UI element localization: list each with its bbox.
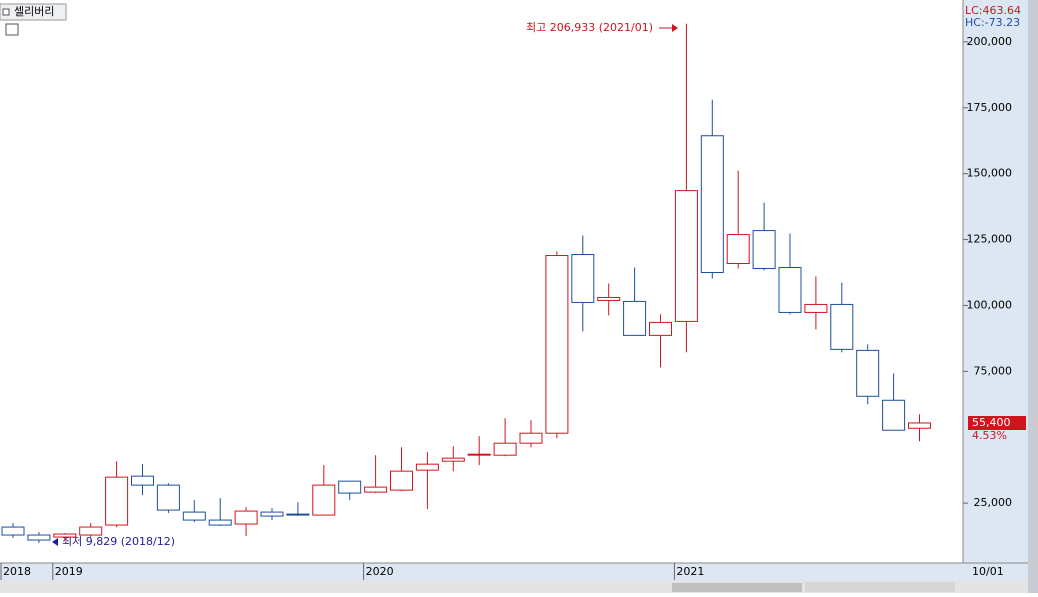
candle-body	[27, 534, 51, 541]
candle-body	[674, 190, 698, 322]
y-axis-panel	[963, 0, 1028, 563]
candle-body	[1, 526, 25, 536]
change-label: 4.53%	[972, 429, 1007, 442]
y-tick-label: 100,000	[967, 298, 1013, 311]
title-box	[0, 3, 67, 21]
candle-body	[156, 484, 180, 511]
y-tick-label: 75,000	[974, 364, 1013, 377]
candle-body	[260, 511, 284, 517]
arrow	[672, 24, 678, 32]
candle-body	[545, 255, 569, 434]
calendar-icon[interactable]	[5, 23, 19, 36]
price-label-box	[968, 416, 1026, 430]
candle-body	[415, 463, 439, 471]
right-edge	[1028, 0, 1038, 593]
candle-body	[752, 230, 776, 269]
candle-body	[493, 442, 517, 456]
candle-body	[882, 399, 906, 431]
x-axis-panel	[0, 563, 1028, 580]
x-tick-label: 2019	[55, 565, 83, 578]
chart-title: 셀리버리	[14, 5, 54, 18]
price-label: 55,400	[972, 416, 1011, 429]
candle-body	[105, 476, 129, 526]
candle-body	[312, 484, 336, 516]
high-annotation: 최고 206,933 (2021/01)	[526, 21, 653, 34]
x-tick-label: 2021	[676, 565, 704, 578]
candle-body	[364, 486, 388, 493]
indicator: HC:-73.23	[965, 16, 1020, 29]
candle-body	[908, 422, 931, 429]
y-tick-label: 200,000	[967, 35, 1013, 48]
candle-body	[623, 300, 647, 336]
y-tick-label: 25,000	[974, 496, 1013, 509]
candle-body	[338, 480, 362, 494]
candle-body	[519, 432, 543, 444]
candle-body	[182, 511, 206, 521]
arrow	[52, 538, 58, 546]
candle-body	[390, 470, 413, 491]
candle-body	[131, 475, 154, 486]
candle-body	[571, 254, 595, 303]
candle-body	[726, 234, 750, 265]
candle-body	[856, 349, 880, 397]
candle-body	[234, 510, 258, 525]
x-tick-label: 2020	[366, 565, 394, 578]
candle-body	[53, 533, 77, 538]
candle-body	[700, 135, 724, 273]
low-annotation: 최저 9,829 (2018/12)	[62, 535, 175, 548]
candle-body	[208, 519, 232, 526]
candle-body	[597, 296, 621, 301]
scroll-thumb[interactable]	[672, 583, 802, 592]
y-tick-label: 125,000	[967, 233, 1013, 246]
candle-body	[467, 453, 491, 456]
candle-body	[79, 526, 103, 536]
candle-body	[441, 457, 465, 462]
candle-body	[804, 303, 828, 313]
zoom-buttons[interactable]	[805, 582, 955, 592]
candle-body	[830, 303, 854, 350]
x-tick-label: 2018	[3, 565, 31, 578]
candle-body	[649, 321, 672, 336]
indicator: LC:463.64	[965, 4, 1021, 17]
y-tick-label: 150,000	[967, 167, 1013, 180]
candle-body	[778, 267, 802, 313]
x-end-label: 10/01	[972, 565, 1004, 578]
candle-body	[286, 513, 310, 516]
y-tick-label: 175,000	[967, 101, 1013, 114]
icon[interactable]	[2, 8, 10, 16]
